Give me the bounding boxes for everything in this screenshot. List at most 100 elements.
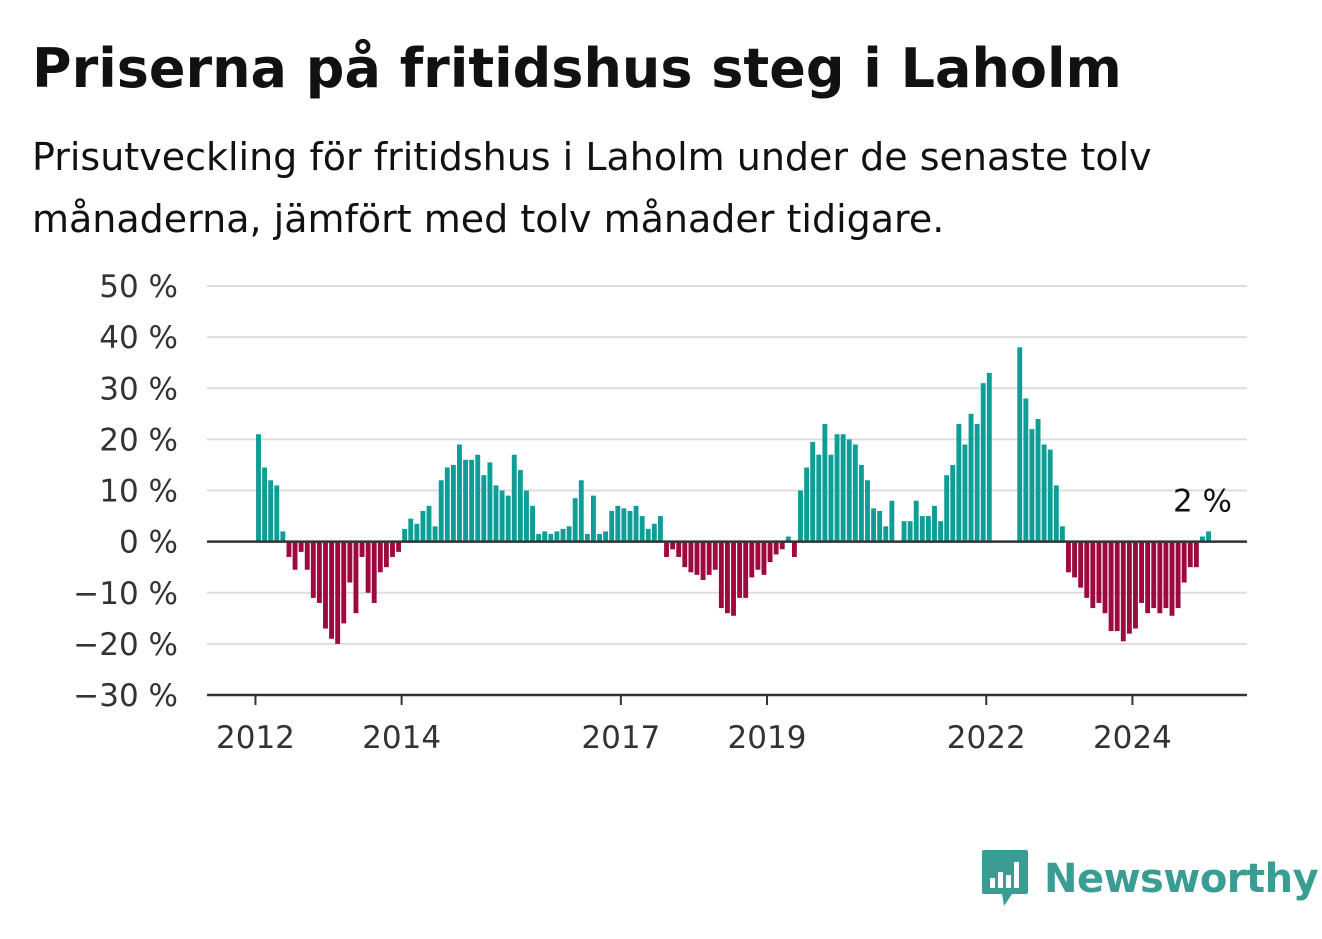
bar bbox=[773, 541, 779, 555]
bar bbox=[919, 516, 925, 542]
bar bbox=[925, 516, 931, 542]
bar bbox=[828, 454, 834, 542]
x-tick-label: 2012 bbox=[216, 720, 295, 756]
bar bbox=[974, 424, 980, 542]
bar bbox=[542, 531, 548, 542]
bar bbox=[980, 383, 986, 542]
bar bbox=[365, 541, 371, 593]
bar bbox=[426, 505, 432, 542]
bar bbox=[262, 467, 268, 542]
bar bbox=[1047, 449, 1053, 542]
bar bbox=[658, 516, 663, 542]
bar bbox=[432, 526, 438, 542]
bar bbox=[323, 541, 328, 629]
bar bbox=[609, 510, 615, 542]
bar bbox=[584, 533, 590, 542]
chart-subtitle: Prisutveckling för fritidshus i Laholm u… bbox=[32, 135, 1152, 241]
y-tick-label: 40 % bbox=[99, 320, 178, 356]
bar bbox=[1187, 541, 1193, 568]
bar bbox=[335, 541, 341, 644]
bar bbox=[1175, 541, 1181, 609]
bar bbox=[846, 439, 852, 542]
bar bbox=[371, 541, 377, 603]
bar bbox=[956, 424, 962, 542]
bar bbox=[310, 541, 316, 598]
bar bbox=[718, 541, 724, 609]
bar bbox=[268, 480, 274, 542]
bar bbox=[962, 444, 968, 542]
bar bbox=[298, 541, 304, 552]
bar bbox=[414, 523, 420, 542]
bar bbox=[1096, 541, 1102, 603]
bar bbox=[548, 533, 554, 542]
bar bbox=[377, 541, 383, 573]
bar bbox=[280, 531, 286, 542]
bar bbox=[664, 541, 669, 557]
bar bbox=[822, 424, 828, 542]
bar bbox=[816, 454, 822, 542]
bar bbox=[457, 444, 462, 542]
bar bbox=[1072, 541, 1078, 578]
bar bbox=[1139, 541, 1144, 603]
bar bbox=[329, 541, 335, 639]
bar bbox=[621, 508, 627, 542]
bar bbox=[603, 531, 609, 542]
bar bbox=[1066, 541, 1071, 573]
bar bbox=[938, 521, 944, 542]
bar bbox=[877, 510, 883, 542]
bar bbox=[390, 541, 395, 557]
bar bbox=[1181, 541, 1187, 583]
bar bbox=[1133, 541, 1138, 629]
bar bbox=[682, 541, 688, 568]
bar bbox=[1151, 541, 1157, 609]
y-tick-label: −10 % bbox=[73, 576, 178, 612]
brand-logo: Newsworthy bbox=[980, 848, 1319, 910]
bar bbox=[554, 531, 560, 542]
bar bbox=[1206, 531, 1211, 542]
bar bbox=[578, 480, 584, 542]
axes bbox=[207, 540, 1247, 705]
bar bbox=[737, 541, 743, 598]
bar bbox=[1102, 541, 1108, 614]
bar bbox=[1157, 541, 1163, 614]
y-tick-label: −20 % bbox=[73, 627, 178, 663]
bar bbox=[688, 541, 694, 573]
bar bbox=[858, 464, 864, 542]
bar bbox=[1078, 541, 1084, 588]
x-tick-label: 2022 bbox=[947, 720, 1026, 756]
bar bbox=[639, 516, 645, 542]
bar bbox=[950, 464, 956, 542]
bar bbox=[530, 505, 535, 542]
bar bbox=[475, 454, 481, 542]
bar bbox=[791, 541, 797, 557]
bar bbox=[944, 475, 950, 542]
bar bbox=[572, 498, 578, 542]
bar bbox=[1126, 541, 1132, 634]
bar bbox=[743, 541, 749, 598]
bar bbox=[450, 464, 456, 542]
bar bbox=[798, 490, 803, 542]
bar bbox=[779, 541, 785, 550]
bar bbox=[706, 541, 712, 575]
x-tick-label: 2024 bbox=[1093, 720, 1172, 756]
y-tick-label: 20 % bbox=[99, 422, 178, 458]
bar bbox=[645, 528, 651, 542]
bar bbox=[1090, 541, 1096, 609]
bar bbox=[536, 533, 542, 542]
bar bbox=[804, 467, 810, 542]
bar bbox=[913, 500, 919, 542]
bar bbox=[761, 541, 767, 575]
bar bbox=[883, 526, 889, 542]
bar bbox=[560, 528, 566, 542]
bar bbox=[871, 508, 877, 542]
y-axis-tick-labels: −30 % −20 % −10 % 0 % 10 % 20 % 30 % 40 % 50 % bbox=[73, 269, 178, 714]
bar bbox=[566, 526, 572, 542]
bar bbox=[347, 541, 353, 583]
brand-name: Newsworthy bbox=[1044, 856, 1319, 902]
bar bbox=[907, 521, 913, 542]
bar bbox=[444, 467, 450, 542]
bar bbox=[1163, 541, 1169, 609]
bar bbox=[1023, 398, 1029, 542]
x-tick-label: 2014 bbox=[362, 720, 441, 756]
bar bbox=[1193, 541, 1199, 568]
